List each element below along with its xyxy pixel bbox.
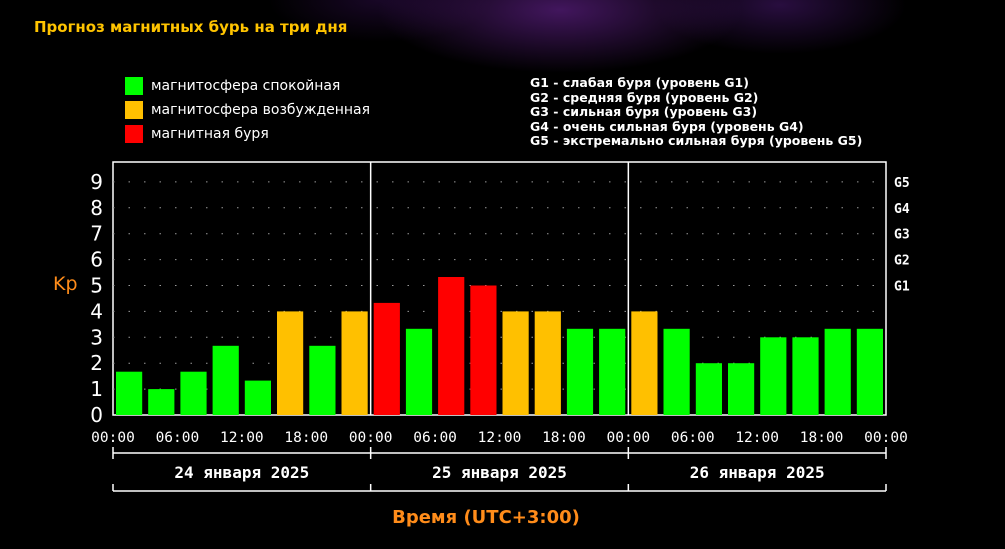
x-tick-label: 18:00: [800, 430, 844, 446]
legend-swatch-storm: [125, 125, 143, 143]
kp-bar: [760, 337, 787, 415]
kp-bar: [599, 328, 626, 415]
kp-bar: [341, 311, 368, 415]
y-tick-label: 5: [90, 274, 103, 298]
legend-item-excited: магнитосфера возбужденная: [125, 98, 370, 122]
g-level-2: G2 - средняя буря (уровень G2): [530, 89, 759, 105]
page-title: Прогноз магнитных бурь на три дня: [34, 18, 348, 36]
y-axis-label: Kp: [53, 273, 78, 295]
kp-bar: [792, 337, 819, 415]
x-tick-label: 12:00: [478, 430, 522, 446]
x-tick-label: 06:00: [413, 430, 457, 446]
kp-bar: [244, 380, 271, 415]
y-tick-label: 2: [90, 351, 103, 375]
kp-bar: [470, 285, 497, 415]
x-axis-label: Время (UTC+3:00): [392, 507, 580, 528]
y-tick-label: 9: [90, 170, 103, 194]
kp-bar: [309, 345, 336, 415]
kp-bar: [180, 371, 207, 415]
x-tick-label: 12:00: [220, 430, 264, 446]
kp-bar: [663, 328, 690, 415]
y-tick-label: 1: [90, 377, 103, 401]
x-tick-label: 18:00: [284, 430, 328, 446]
kp-bar: [631, 311, 658, 415]
kp-bar: [566, 328, 594, 415]
y-tick-label: 4: [90, 299, 103, 323]
g-level-5: G5 - экстремально сильная буря (уровень …: [530, 133, 863, 148]
y-tick-label: 0: [90, 403, 103, 427]
x-tick-label: 12:00: [735, 430, 779, 446]
y-tick-label: 6: [90, 248, 103, 272]
x-tick-label: 00:00: [607, 430, 651, 446]
x-tick-label: 00:00: [349, 430, 393, 446]
legend-swatch-calm: [125, 77, 143, 95]
g-level-3: G3 - сильная буря (уровень G3): [530, 104, 758, 119]
legend-label-excited: магнитосфера возбужденная: [151, 102, 371, 118]
g-level-1: G1 - слабая буря (уровень G1): [530, 75, 749, 90]
x-tick-label: 00:00: [864, 430, 908, 446]
kp-bar: [502, 311, 529, 415]
kp-bar: [405, 328, 433, 415]
y-tick-label: 8: [90, 196, 103, 220]
legend-item-calm: магнитосфера спокойная: [125, 74, 370, 98]
kp-bar: [728, 363, 755, 415]
plot-frame: [112, 161, 887, 416]
g-tick-label: G5: [894, 176, 910, 191]
g-tick-label: G1: [894, 280, 910, 295]
legend-item-storm: магнитная буря: [125, 122, 370, 146]
kp-bar: [856, 328, 883, 415]
kp-bar: [695, 363, 722, 415]
kp-bar: [116, 371, 143, 415]
color-legend: магнитосфера спокойная магнитосфера возб…: [125, 74, 370, 146]
day-label: 26 января 2025: [690, 463, 825, 482]
y-tick-label: 3: [90, 325, 103, 349]
g-tick-label: G4: [894, 202, 910, 217]
y-tick-label: 7: [90, 222, 103, 246]
kp-bar: [534, 311, 561, 415]
kp-bar: [824, 328, 851, 415]
legend-label-storm: магнитная буря: [151, 126, 269, 142]
kp-bar: [373, 302, 400, 415]
g-level-4: G4 - очень сильная буря (уровень G4): [530, 118, 804, 134]
day-label: 25 января 2025: [432, 463, 567, 482]
legend-label-calm: магнитосфера спокойная: [151, 78, 341, 94]
kp-bar: [277, 311, 304, 415]
x-tick-label: 06:00: [671, 430, 715, 446]
day-label: 24 января 2025: [174, 463, 309, 482]
kp-bar: [148, 389, 175, 415]
x-tick-label: 18:00: [542, 430, 586, 446]
kp-bar: [438, 277, 465, 415]
g-tick-label: G2: [894, 254, 910, 269]
x-tick-label: 00:00: [91, 430, 135, 446]
g-level-legend: G1 - слабая буря (уровень G1) G2 - средн…: [530, 75, 863, 149]
kp-bar: [212, 345, 239, 415]
g-tick-label: G3: [894, 228, 910, 243]
legend-swatch-excited: [125, 101, 143, 119]
x-tick-label: 06:00: [156, 430, 200, 446]
